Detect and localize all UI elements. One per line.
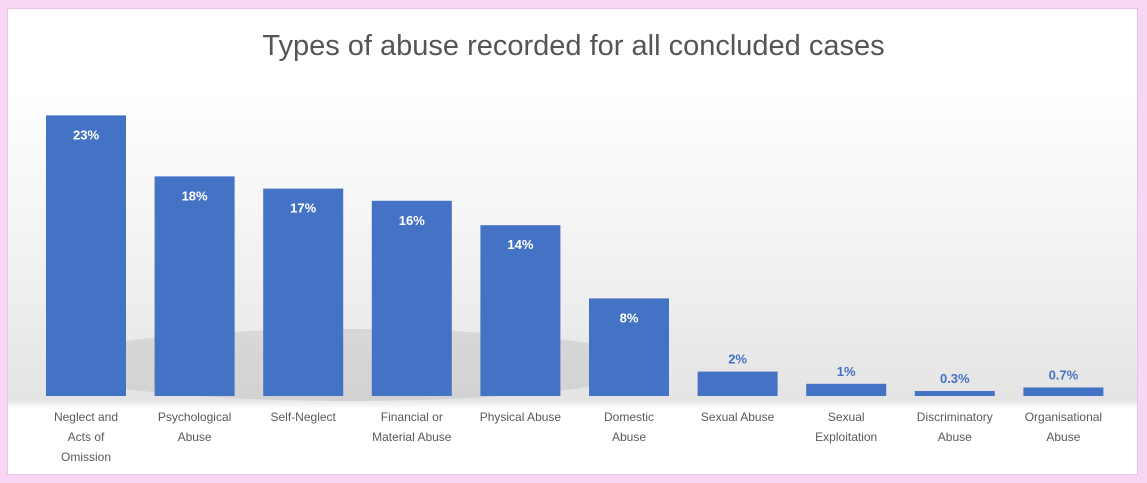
category-label-line: Discriminatory [917,410,993,424]
data-label: 14% [507,237,533,252]
data-label: 0.7% [1049,367,1079,382]
category-label: Physical Abuse [480,410,562,424]
bar [806,383,887,396]
category-label: Discriminatory Abuse [917,410,993,444]
bar [46,115,126,397]
data-label: 8% [620,310,639,325]
chart-title: Types of abuse recorded for all conclude… [262,30,885,62]
data-label: 18% [182,188,208,203]
category-label: Neglect and Acts of Omission [54,410,118,464]
bar [480,225,561,396]
bar [371,200,452,396]
category-label-line: Abuse [938,430,972,444]
category-label-line: Psychological [158,410,231,424]
category-label-line: Material Abuse [372,430,452,444]
data-label: 2% [728,352,747,367]
category-label-line: Abuse [178,430,212,444]
category-label: Domestic Abuse [604,410,654,444]
bar [697,371,778,396]
category-label-line: Sexual Abuse [701,410,775,424]
category-label-line: Abuse [612,430,646,444]
category-label: Sexual Exploitation [815,410,877,444]
category-label-line: Physical Abuse [480,410,562,424]
bar [263,188,344,396]
category-label-line: Acts of [68,430,105,444]
category-label-line: Exploitation [815,430,877,444]
category-label-line: Organisational [1025,410,1102,424]
data-label: 1% [837,364,856,379]
category-label: Sexual Abuse [701,410,775,424]
data-label: 17% [290,201,316,216]
bar [914,391,995,396]
category-label: Self-Neglect [271,410,337,424]
bar [1023,387,1104,396]
category-label-line: Self-Neglect [271,410,337,424]
bar [154,176,235,396]
category-label: Organisational Abuse [1025,410,1102,444]
bar [589,298,669,396]
category-label-line: Neglect and [54,410,118,424]
category-label-line: Domestic [604,410,654,424]
category-label-line: Abuse [1046,430,1080,444]
category-label-line: Financial or [381,410,443,424]
category-label-line: Omission [61,450,111,464]
data-label: 0.3% [940,371,970,386]
data-label: 23% [73,127,99,142]
category-label: Psychological Abuse [158,410,231,444]
category-label-line: Sexual [828,410,865,424]
data-label: 16% [399,213,425,228]
category-label: Financial or Material Abuse [372,410,452,444]
